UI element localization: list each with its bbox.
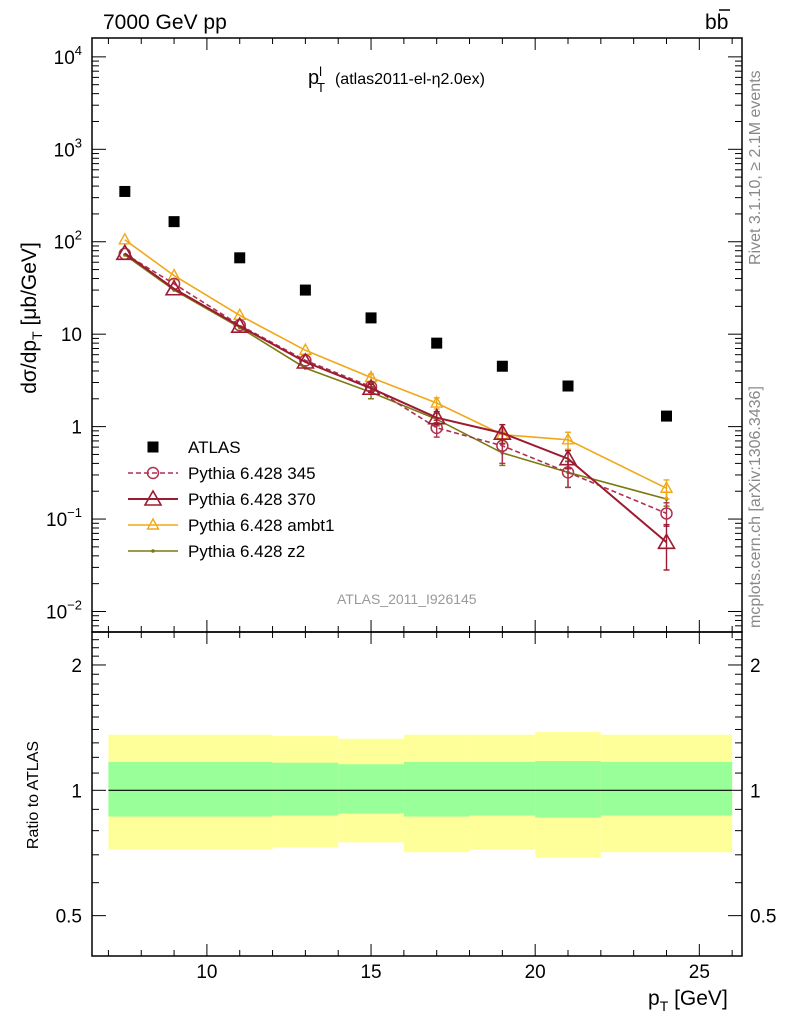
mcplots-label: mcplots.cern.ch [arXiv:1306.3436] — [747, 386, 764, 628]
main-panel: pl T (atlas2011-el-η2.0ex) ATLAS_2011_I926… — [18, 64, 676, 607]
y-tick-label: 10−2 — [46, 597, 82, 623]
band-inner-2 — [338, 764, 404, 814]
rivet-label: Rivet 3.1.10, ≥ 2.1M events — [747, 70, 764, 265]
series-point-3 — [659, 480, 674, 494]
band-inner-4 — [469, 761, 536, 816]
y-tick-label: 10 — [61, 325, 82, 346]
x-axis-label: pT [GeV] — [648, 987, 728, 1014]
y-tick-label: 102 — [54, 228, 82, 254]
ratio-axis-label: Ratio to ATLAS — [25, 741, 42, 849]
y-tick-label: 103 — [54, 135, 82, 161]
ratio-panel: Ratio to ATLAS pT [GeV] — [25, 732, 733, 1014]
band-inner-3 — [403, 761, 470, 817]
atlas-point — [234, 252, 246, 264]
band-inner-5 — [535, 761, 601, 818]
ratio-y-tick-label: 0.5 — [56, 907, 82, 928]
legend-label-2: Pythia 6.428 370 — [188, 490, 316, 509]
series-point-2 — [361, 378, 381, 396]
header-left: 7000 GeV pp — [103, 11, 227, 34]
series-point-3 — [430, 395, 444, 408]
plot-frames: 10 15 20 25 10−2 10−1 1 10 102 103 104 0.5 0.5 1 1 2 2 — [46, 37, 776, 983]
series-point-2 — [492, 423, 512, 440]
band-inner-0 — [108, 761, 273, 817]
x-tick-label: 20 — [525, 962, 546, 983]
legend-marker-4 — [151, 549, 155, 553]
legend-marker-0 — [147, 441, 159, 453]
legend-label-3: Pythia 6.428 ambt1 — [188, 516, 334, 535]
ratio-y-tick-label-right: 1 — [750, 781, 761, 802]
series-point-2 — [657, 532, 676, 550]
atlas-point — [562, 380, 574, 392]
legend-marker-3 — [146, 517, 160, 530]
series-point-1 — [660, 507, 673, 520]
ratio-y-tick-label-right: 2 — [750, 656, 761, 677]
x-tick-label: 10 — [196, 962, 217, 983]
legend-label-1: Pythia 6.428 345 — [188, 464, 316, 483]
atlas-point — [119, 185, 131, 197]
band-inner-6 — [600, 761, 733, 816]
analysis-tag: ATLAS_2011_I926145 — [337, 591, 477, 607]
atlas-point — [365, 312, 377, 324]
series-point-2 — [296, 352, 315, 369]
legend-label-4: Pythia 6.428 z2 — [188, 542, 305, 561]
y-tick-label: 104 — [54, 43, 82, 69]
series-point-2 — [558, 449, 578, 466]
series-point-3 — [561, 432, 575, 445]
series-line-4 — [124, 254, 667, 500]
atlas-point — [168, 216, 180, 228]
header-right: bb — [705, 11, 728, 34]
legend-marker-1 — [146, 466, 160, 480]
atlas-point — [431, 337, 443, 349]
x-tick-label: 25 — [689, 962, 710, 983]
series-point-2 — [230, 316, 250, 333]
header-right-bar: b — [717, 11, 729, 34]
series-point-2 — [115, 243, 135, 261]
ratio-y-tick-label-right: 0.5 — [750, 907, 776, 928]
x-tick-label: 15 — [360, 962, 381, 983]
series-point-2 — [427, 408, 447, 425]
y-tick-label: 1 — [71, 418, 82, 439]
series-point-2 — [164, 279, 184, 296]
band-inner-1 — [272, 762, 339, 816]
y-tick-label: 10−1 — [46, 505, 82, 531]
ratio-y-tick-label: 1 — [71, 781, 82, 802]
legend-label-0: ATLAS — [188, 438, 241, 457]
atlas-point — [496, 360, 508, 372]
y-axis-label: dσ/dpT [μb/GeV] — [18, 242, 45, 394]
plot-title: pl T (atlas2011-el-η2.0ex) — [308, 64, 485, 95]
legend-marker-2 — [143, 489, 163, 506]
atlas-point — [299, 284, 311, 296]
atlas-point — [660, 410, 672, 422]
legend: ATLAS Pythia 6.428 345 Pythia 6.428 370 Pyt… — [128, 438, 334, 561]
ratio-y-tick-label: 2 — [71, 656, 82, 677]
ratio-frame — [91, 631, 743, 957]
